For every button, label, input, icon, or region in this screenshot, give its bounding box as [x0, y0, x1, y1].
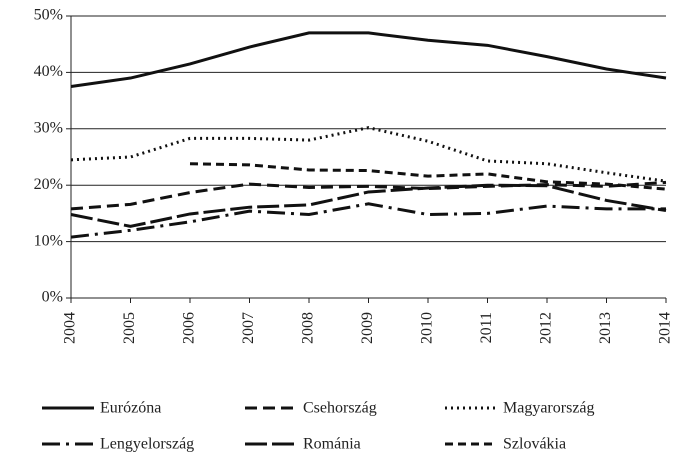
x-tick-label: 2007 — [240, 312, 257, 344]
y-tick-label: 30% — [34, 119, 63, 136]
legend-label: Eurózóna — [100, 400, 161, 417]
x-tick-label: 2012 — [538, 312, 555, 344]
x-tick-label: 2014 — [657, 312, 674, 344]
x-tick-label: 2011 — [478, 312, 495, 343]
x-tick-label: 2009 — [359, 312, 376, 344]
series-line — [70, 202, 666, 239]
x-tick-label: 2010 — [419, 312, 436, 344]
x-tick-label: 2008 — [300, 312, 317, 344]
legend-label: Csehország — [303, 400, 377, 417]
legend-label: Szlovákia — [503, 436, 566, 453]
y-tick-label: 0% — [42, 289, 63, 306]
y-tick-label: 50% — [34, 7, 63, 24]
x-tick-label: 2006 — [181, 312, 198, 344]
series-line — [189, 162, 667, 191]
y-tick-label: 40% — [34, 63, 63, 80]
legend-label: Magyarország — [503, 400, 595, 417]
legend-label: Lengyelország — [100, 436, 194, 453]
series-line — [70, 180, 667, 211]
x-tick-label: 2013 — [597, 312, 614, 344]
series-line — [70, 126, 667, 183]
y-tick-label: 20% — [34, 176, 63, 193]
legend-label: Románia — [303, 436, 361, 453]
series-line — [70, 183, 667, 228]
x-tick-label: 2005 — [121, 312, 138, 344]
x-tick-label: 2004 — [62, 312, 79, 344]
series-line — [70, 31, 667, 88]
y-tick-label: 10% — [34, 232, 63, 249]
